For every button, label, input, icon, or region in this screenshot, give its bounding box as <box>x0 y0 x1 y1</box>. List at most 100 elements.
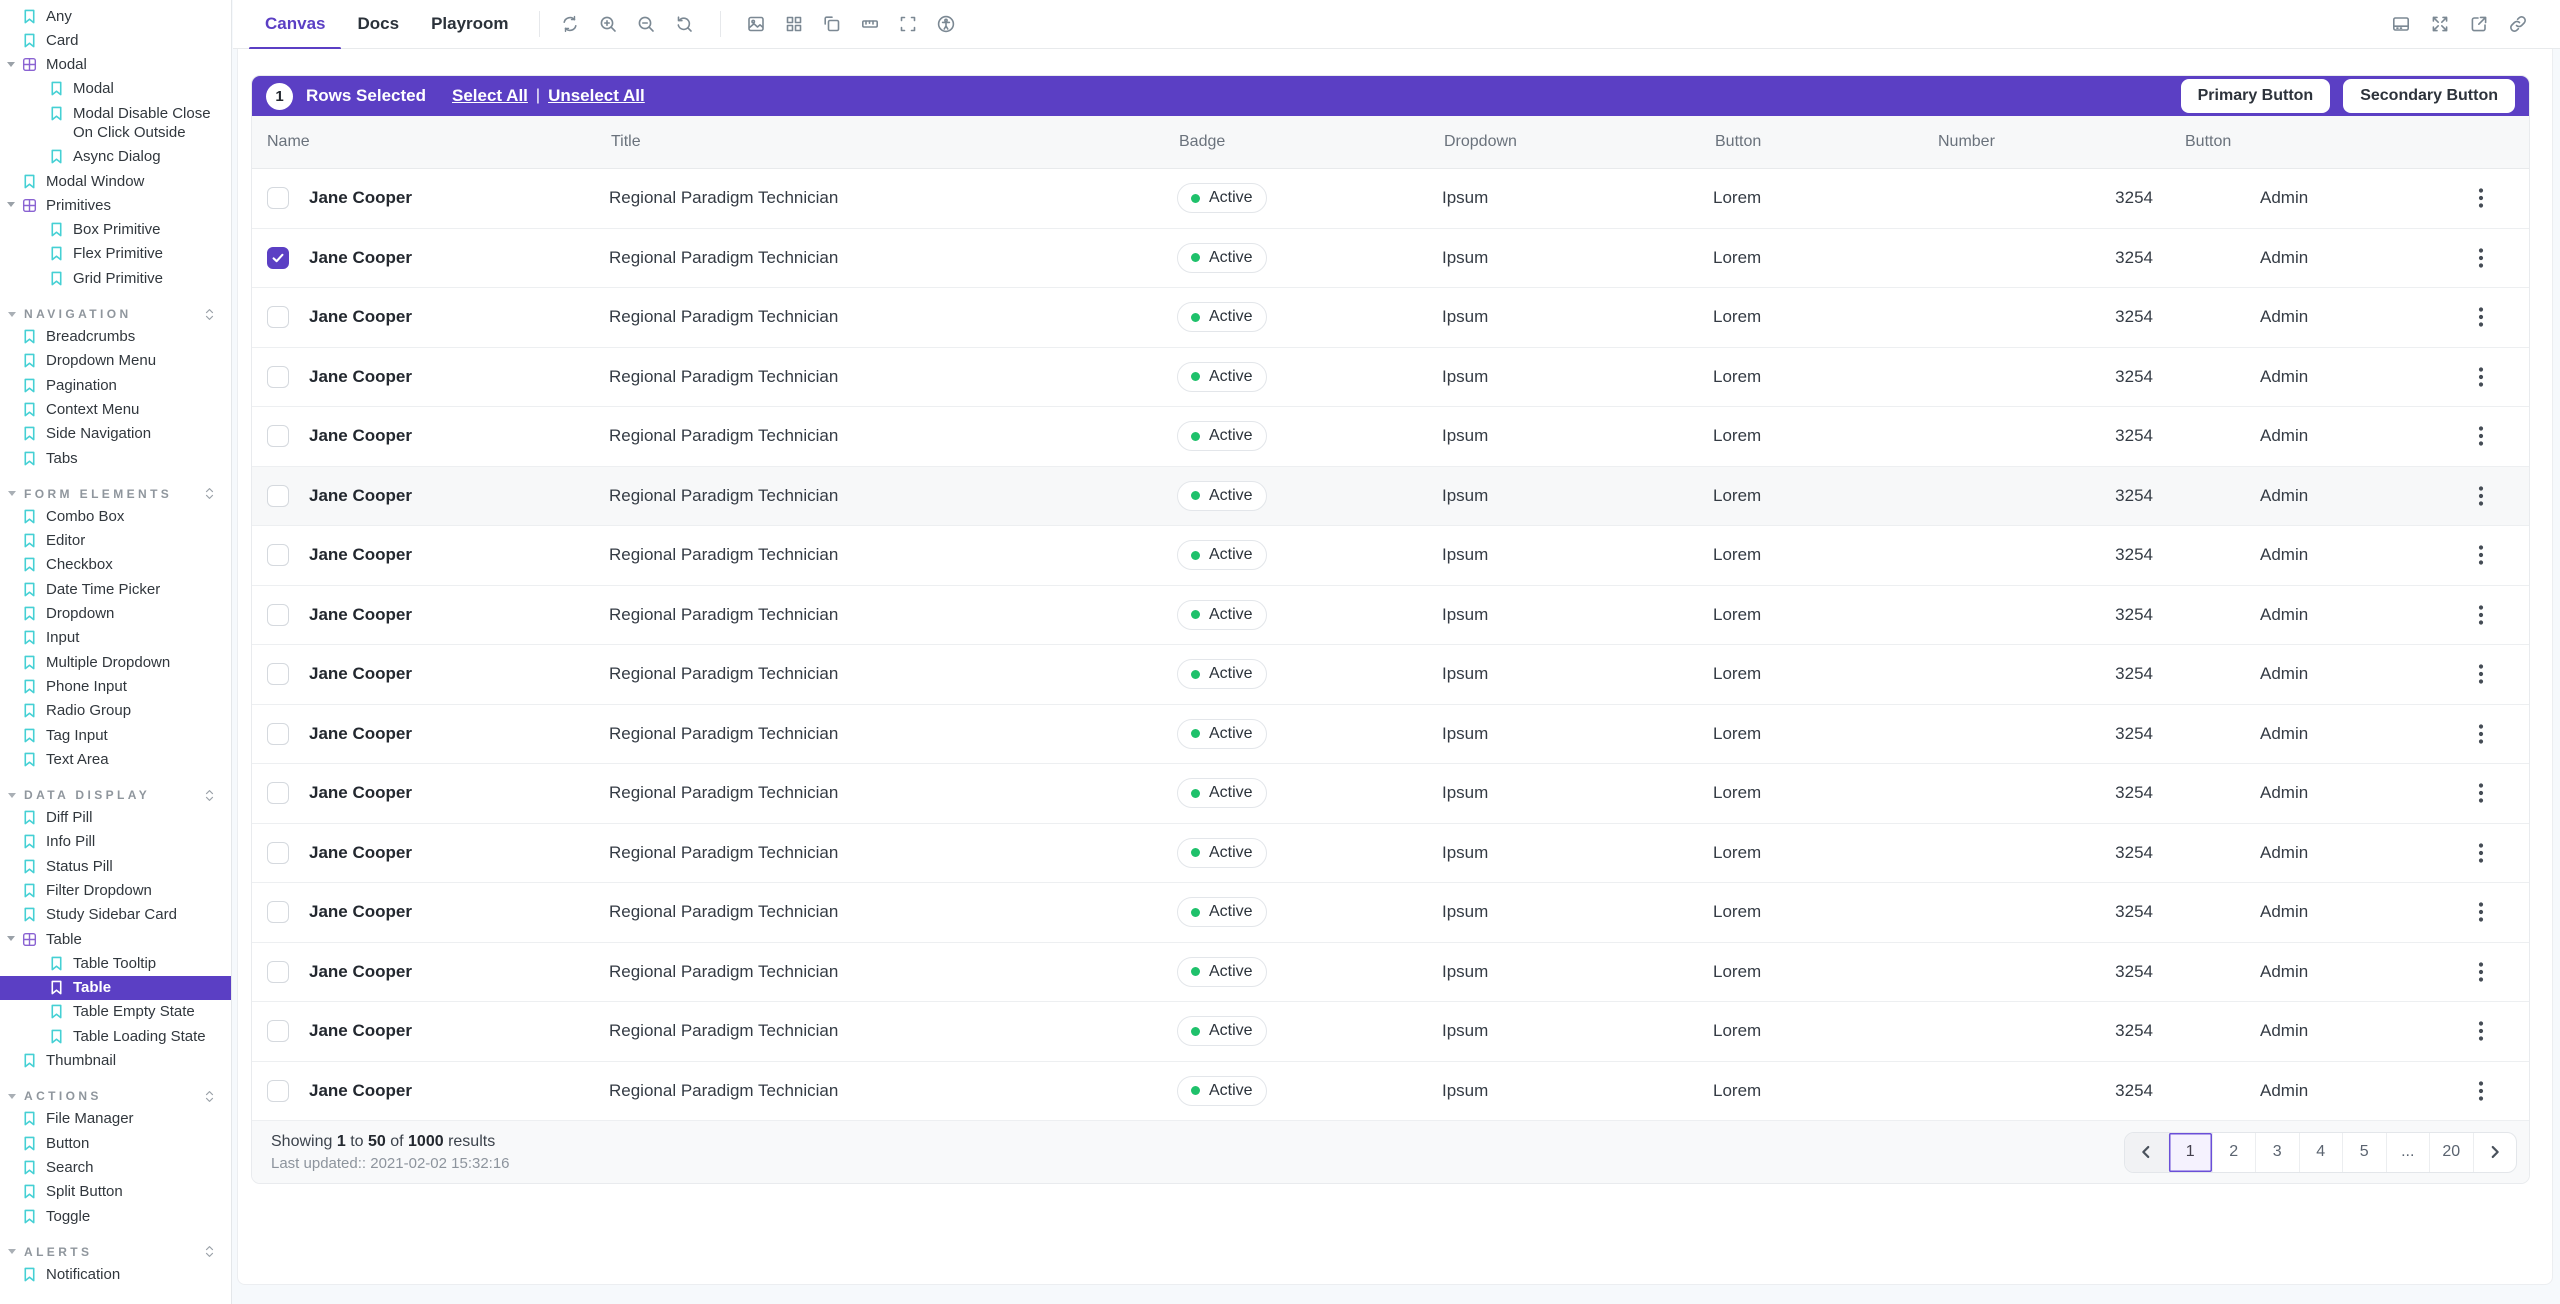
dropdown-cell[interactable]: Ipsum <box>1442 1021 1489 1041</box>
sidebar-item-toggle[interactable]: Toggle <box>0 1204 231 1228</box>
sidebar-item-input[interactable]: Input <box>0 626 231 650</box>
admin-button-cell[interactable]: Admin <box>2260 1080 2309 1100</box>
admin-button-cell[interactable]: Admin <box>2260 247 2309 267</box>
sidebar-section-navigation[interactable]: NAVIGATION <box>0 304 231 325</box>
kebab-menu-button[interactable] <box>2468 1076 2494 1106</box>
admin-button-cell[interactable]: Admin <box>2260 188 2309 208</box>
sidebar-item-tag-input[interactable]: Tag Input <box>0 723 231 747</box>
copy-link-button[interactable] <box>2501 8 2534 41</box>
button-cell[interactable]: Lorem <box>1713 604 1762 624</box>
open-external-button[interactable] <box>2462 8 2495 41</box>
sidebar-item-status-pill[interactable]: Status Pill <box>0 854 231 878</box>
sidebar-item-table-loading-state[interactable]: Table Loading State <box>0 1024 231 1048</box>
background-button[interactable] <box>740 8 773 41</box>
row-checkbox[interactable] <box>267 365 289 388</box>
select-all-link[interactable]: Select All <box>452 86 528 105</box>
dropdown-cell[interactable]: Ipsum <box>1442 545 1489 565</box>
tab-playroom[interactable]: Playroom <box>431 14 509 33</box>
dropdown-cell[interactable]: Ipsum <box>1442 247 1489 267</box>
sidebar-item-flex-primitive[interactable]: Flex Primitive <box>0 242 231 266</box>
sidebar-section-actions[interactable]: ACTIONS <box>0 1086 231 1107</box>
sidebar-item-modal-window[interactable]: Modal Window <box>0 169 231 193</box>
sidebar-item-phone-input[interactable]: Phone Input <box>0 674 231 698</box>
sidebar-item-study-sidebar-card[interactable]: Study Sidebar Card <box>0 903 231 927</box>
kebab-menu-button[interactable] <box>2468 838 2494 868</box>
sidebar-item-table-tooltip[interactable]: Table Tooltip <box>0 951 231 975</box>
next-page-button[interactable] <box>2472 1132 2517 1172</box>
sidebar-item-radio-group[interactable]: Radio Group <box>0 699 231 723</box>
zoom-in-button[interactable] <box>592 8 625 41</box>
dropdown-cell[interactable]: Ipsum <box>1442 485 1489 505</box>
sidebar-item-date-time-picker[interactable]: Date Time Picker <box>0 577 231 601</box>
button-cell[interactable]: Lorem <box>1713 426 1762 446</box>
expand-all-icon[interactable] <box>202 788 217 803</box>
kebab-menu-button[interactable] <box>2468 600 2494 630</box>
admin-button-cell[interactable]: Admin <box>2260 842 2309 862</box>
kebab-menu-button[interactable] <box>2468 897 2494 927</box>
dropdown-cell[interactable]: Ipsum <box>1442 902 1489 922</box>
accessibility-button[interactable] <box>930 8 963 41</box>
sidebar-item-table-empty-state[interactable]: Table Empty State <box>0 1000 231 1024</box>
sidebar-item-modal-disable-close-on-click-outside[interactable]: Modal Disable Close On Click Outside <box>0 101 231 145</box>
row-checkbox[interactable] <box>267 484 289 507</box>
page-button-4[interactable]: 4 <box>2298 1132 2343 1172</box>
sidebar-item-dropdown-menu[interactable]: Dropdown Menu <box>0 349 231 373</box>
admin-button-cell[interactable]: Admin <box>2260 604 2309 624</box>
button-cell[interactable]: Lorem <box>1713 1080 1762 1100</box>
dropdown-cell[interactable]: Ipsum <box>1442 961 1489 981</box>
row-checkbox[interactable] <box>267 544 289 567</box>
row-checkbox[interactable] <box>267 306 289 329</box>
primary-button[interactable]: Primary Button <box>2180 79 2331 113</box>
button-cell[interactable]: Lorem <box>1713 902 1762 922</box>
zoom-reset-button[interactable] <box>668 8 701 41</box>
tab-docs[interactable]: Docs <box>357 14 400 33</box>
sidebar-item-diff-pill[interactable]: Diff Pill <box>0 806 231 830</box>
sidebar-item-table[interactable]: Table <box>0 975 231 1000</box>
admin-button-cell[interactable]: Admin <box>2260 723 2309 743</box>
button-cell[interactable]: Lorem <box>1713 783 1762 803</box>
dropdown-cell[interactable]: Ipsum <box>1442 366 1489 386</box>
sidebar-section-alerts[interactable]: ALERTS <box>0 1241 231 1262</box>
row-checkbox[interactable] <box>267 1079 289 1102</box>
admin-button-cell[interactable]: Admin <box>2260 366 2309 386</box>
previous-page-button[interactable] <box>2124 1132 2168 1172</box>
button-cell[interactable]: Lorem <box>1713 723 1762 743</box>
dropdown-cell[interactable]: Ipsum <box>1442 188 1489 208</box>
sidebar-item-search[interactable]: Search <box>0 1155 231 1179</box>
page-button-2[interactable]: 2 <box>2211 1132 2256 1172</box>
button-cell[interactable]: Lorem <box>1713 842 1762 862</box>
dropdown-cell[interactable]: Ipsum <box>1442 426 1489 446</box>
dropdown-cell[interactable]: Ipsum <box>1442 842 1489 862</box>
admin-button-cell[interactable]: Admin <box>2260 961 2309 981</box>
measure-button[interactable] <box>854 8 887 41</box>
sidebar-item-modal[interactable]: Modal <box>0 77 231 101</box>
unselect-all-link[interactable]: Unselect All <box>548 86 645 105</box>
row-checkbox[interactable] <box>267 187 289 210</box>
admin-button-cell[interactable]: Admin <box>2260 902 2309 922</box>
outline-button[interactable] <box>892 8 925 41</box>
tab-canvas[interactable]: Canvas <box>249 0 342 50</box>
sidebar-section-data-display[interactable]: DATA DISPLAY <box>0 785 231 806</box>
fullscreen-button[interactable] <box>2423 8 2456 41</box>
admin-button-cell[interactable]: Admin <box>2260 485 2309 505</box>
page-button-5[interactable]: 5 <box>2342 1132 2386 1172</box>
sidebar-item-tabs[interactable]: Tabs <box>0 446 231 470</box>
admin-button-cell[interactable]: Admin <box>2260 783 2309 803</box>
dropdown-cell[interactable]: Ipsum <box>1442 664 1489 684</box>
kebab-menu-button[interactable] <box>2468 481 2494 511</box>
button-cell[interactable]: Lorem <box>1713 307 1762 327</box>
button-cell[interactable]: Lorem <box>1713 247 1762 267</box>
kebab-menu-button[interactable] <box>2468 719 2494 749</box>
sidebar-item-button[interactable]: Button <box>0 1131 231 1155</box>
button-cell[interactable]: Lorem <box>1713 366 1762 386</box>
sidebar-item-grid-primitive[interactable]: Grid Primitive <box>0 266 231 290</box>
sidebar-item-split-button[interactable]: Split Button <box>0 1180 231 1204</box>
expand-all-icon[interactable] <box>202 1244 217 1259</box>
admin-button-cell[interactable]: Admin <box>2260 307 2309 327</box>
sidebar-item-async-dialog[interactable]: Async Dialog <box>0 145 231 169</box>
kebab-menu-button[interactable] <box>2468 778 2494 808</box>
button-cell[interactable]: Lorem <box>1713 664 1762 684</box>
button-cell[interactable]: Lorem <box>1713 961 1762 981</box>
sidebar-item-checkbox[interactable]: Checkbox <box>0 553 231 577</box>
kebab-menu-button[interactable] <box>2468 659 2494 689</box>
